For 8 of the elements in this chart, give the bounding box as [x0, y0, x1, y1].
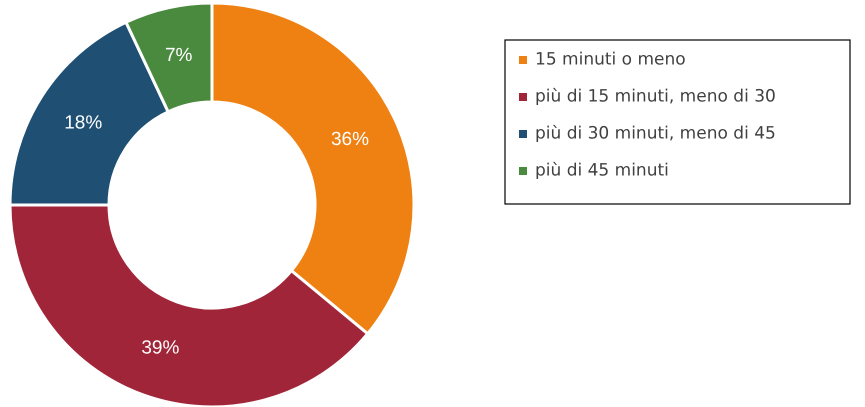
- data-label: 36%: [330, 129, 370, 150]
- legend-label: più di 15 minuti, meno di 30: [535, 86, 776, 107]
- data-label: 39%: [141, 338, 180, 358]
- data-label: 18%: [64, 112, 102, 134]
- legend-label: più di 45 minuti: [535, 160, 669, 181]
- data-label: 7%: [165, 45, 193, 66]
- legend-label: più di 30 minuti, meno di 45: [535, 124, 776, 144]
- legend-label: 15 minuti o meno: [535, 50, 686, 70]
